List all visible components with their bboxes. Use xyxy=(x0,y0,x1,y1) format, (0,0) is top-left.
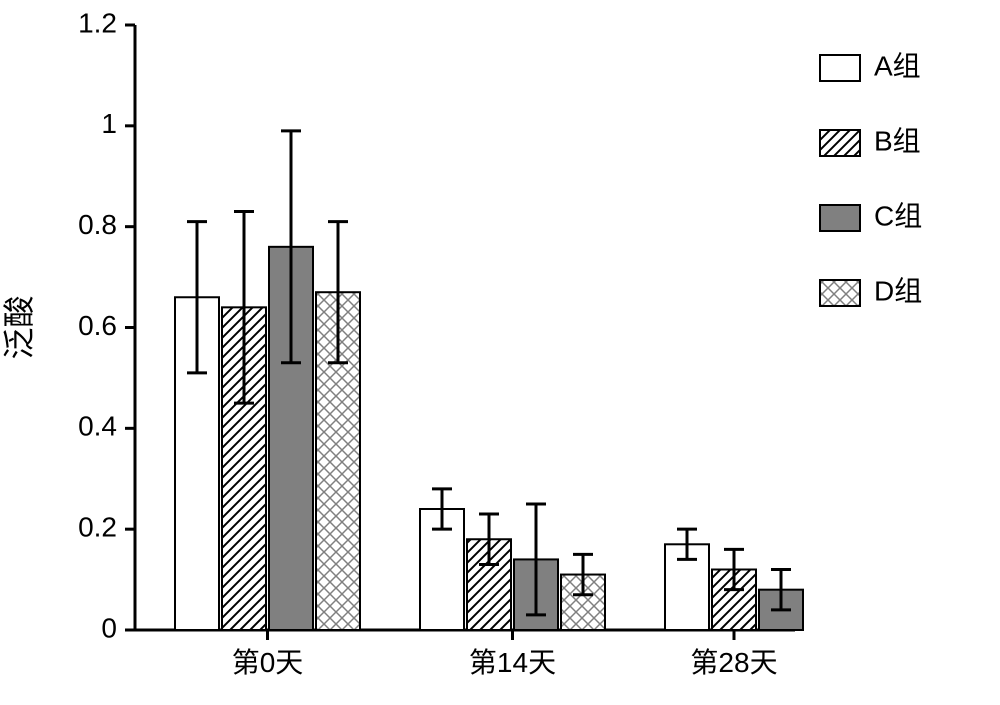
legend-label: B组 xyxy=(874,125,921,156)
legend-swatch xyxy=(820,280,860,306)
legend-swatch xyxy=(820,55,860,81)
y-axis-label: 泛酸 xyxy=(1,295,37,359)
legend-label: C组 xyxy=(874,200,922,231)
x-tick-label: 第14天 xyxy=(469,647,556,678)
y-tick-label: 1.2 xyxy=(78,7,117,38)
legend-label: A组 xyxy=(874,50,921,81)
y-tick-label: 0.2 xyxy=(78,512,117,543)
x-tick-label: 第0天 xyxy=(232,647,304,678)
y-tick-label: 0 xyxy=(101,612,117,643)
x-tick-label: 第28天 xyxy=(690,647,777,678)
y-tick-label: 0.8 xyxy=(78,209,117,240)
y-tick-label: 1 xyxy=(101,108,117,139)
y-tick-label: 0.4 xyxy=(78,411,117,442)
legend-swatch xyxy=(820,130,860,156)
bar-chart: 0 0.2 0.4 0.6 0.8 1 1.2 泛酸第0天 第14天 第28天 A组 B组 C组 D组 xyxy=(0,0,1000,705)
y-tick-label: 0.6 xyxy=(78,310,117,341)
legend-label: D组 xyxy=(874,275,922,306)
legend-swatch xyxy=(820,205,860,231)
